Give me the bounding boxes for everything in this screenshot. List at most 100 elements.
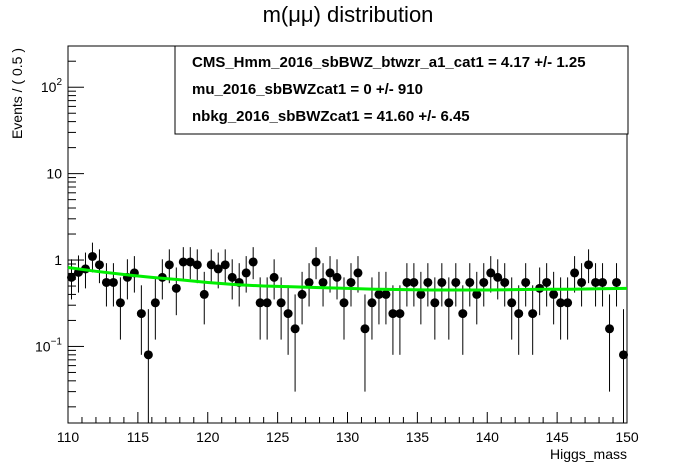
data-marker xyxy=(283,309,293,319)
data-marker xyxy=(612,277,622,287)
data-marker xyxy=(472,289,482,299)
y-tick-label: 102 xyxy=(41,77,63,95)
data-marker xyxy=(388,309,398,319)
data-marker xyxy=(479,277,489,287)
data-point xyxy=(353,256,363,293)
data-point xyxy=(346,263,356,307)
data-point xyxy=(430,277,440,340)
data-marker xyxy=(381,289,391,299)
data-point xyxy=(262,277,272,340)
data-point xyxy=(108,263,118,307)
data-point xyxy=(87,242,97,273)
data-point xyxy=(185,247,195,280)
data-marker xyxy=(325,268,335,278)
data-point xyxy=(290,294,300,392)
data-point xyxy=(619,309,629,423)
data-point xyxy=(227,259,237,300)
data-marker xyxy=(542,277,552,287)
data-marker xyxy=(521,277,531,287)
data-point xyxy=(388,285,398,355)
data-point xyxy=(549,271,559,325)
data-point xyxy=(514,285,524,355)
data-point xyxy=(220,249,230,284)
x-tick-label: 120 xyxy=(196,429,220,445)
data-point xyxy=(458,285,468,355)
data-marker xyxy=(185,257,195,267)
data-point xyxy=(122,259,132,300)
data-point xyxy=(360,294,370,392)
data-point xyxy=(507,277,517,340)
data-marker xyxy=(577,277,587,287)
data-marker xyxy=(297,289,307,299)
data-point xyxy=(584,249,594,284)
data-point xyxy=(612,263,622,307)
x-tick-label: 125 xyxy=(266,429,290,445)
data-marker xyxy=(311,257,321,267)
y-axis: 10−1 1 10 102 xyxy=(35,45,84,408)
data-point xyxy=(423,263,433,307)
data-marker xyxy=(556,298,566,308)
data-point xyxy=(381,271,391,325)
data-marker xyxy=(402,277,412,287)
data-marker xyxy=(248,257,258,267)
data-marker xyxy=(87,251,97,261)
chart-title: m(μμ) distribution xyxy=(263,2,434,27)
data-point xyxy=(73,255,83,293)
data-marker xyxy=(549,289,559,299)
data-point xyxy=(248,247,258,280)
data-marker xyxy=(367,298,377,308)
data-marker xyxy=(213,264,223,274)
data-marker xyxy=(493,272,503,282)
data-marker xyxy=(605,324,615,334)
data-marker xyxy=(444,298,454,308)
x-tick-label: 115 xyxy=(127,429,150,445)
x-tick-label: 110 xyxy=(57,429,80,445)
data-marker xyxy=(339,298,349,308)
data-marker xyxy=(486,268,496,278)
data-marker xyxy=(241,268,251,278)
data-point xyxy=(115,277,125,340)
data-marker xyxy=(514,309,524,319)
data-marker xyxy=(171,283,181,293)
data-point xyxy=(143,309,153,423)
data-marker xyxy=(451,277,461,287)
data-point xyxy=(605,294,615,392)
data-marker xyxy=(220,260,230,270)
y-axis-label: Events / ( 0.5 ) xyxy=(9,48,25,139)
data-point xyxy=(535,267,545,316)
data-marker xyxy=(598,277,608,287)
data-point xyxy=(304,263,314,307)
data-marker xyxy=(395,309,405,319)
data-marker xyxy=(276,298,286,308)
data-point xyxy=(500,263,510,307)
data-marker xyxy=(108,277,118,287)
data-marker xyxy=(262,298,272,308)
data-point xyxy=(563,277,573,340)
stat-line: mu_2016_sbBWZcat1 = 0 +/- 910 xyxy=(192,81,423,98)
x-axis-label: Higgs_mass xyxy=(550,446,627,462)
x-tick-label: 145 xyxy=(545,429,569,445)
data-point xyxy=(255,277,265,340)
data-marker xyxy=(591,277,601,287)
data-point xyxy=(493,259,503,300)
x-tick-label: 140 xyxy=(476,429,500,445)
data-marker xyxy=(570,268,580,278)
data-marker xyxy=(227,272,237,282)
data-marker xyxy=(465,277,475,287)
data-marker xyxy=(563,298,573,308)
data-point xyxy=(178,247,188,280)
data-marker xyxy=(66,272,76,282)
data-point xyxy=(101,263,111,307)
data-point xyxy=(318,263,328,307)
data-point xyxy=(150,277,160,340)
stats-box: CMS_Hmm_2016_sbBWZ_btwzr_a1_cat1 = 4.17 … xyxy=(174,45,629,135)
data-point xyxy=(374,271,384,325)
data-point xyxy=(311,247,321,280)
data-marker xyxy=(430,298,440,308)
data-marker xyxy=(437,277,447,287)
y-tick-label: 10 xyxy=(46,166,62,182)
stats-box-frame xyxy=(174,45,629,135)
data-point xyxy=(570,256,580,293)
data-marker xyxy=(500,277,510,287)
data-marker xyxy=(507,298,517,308)
